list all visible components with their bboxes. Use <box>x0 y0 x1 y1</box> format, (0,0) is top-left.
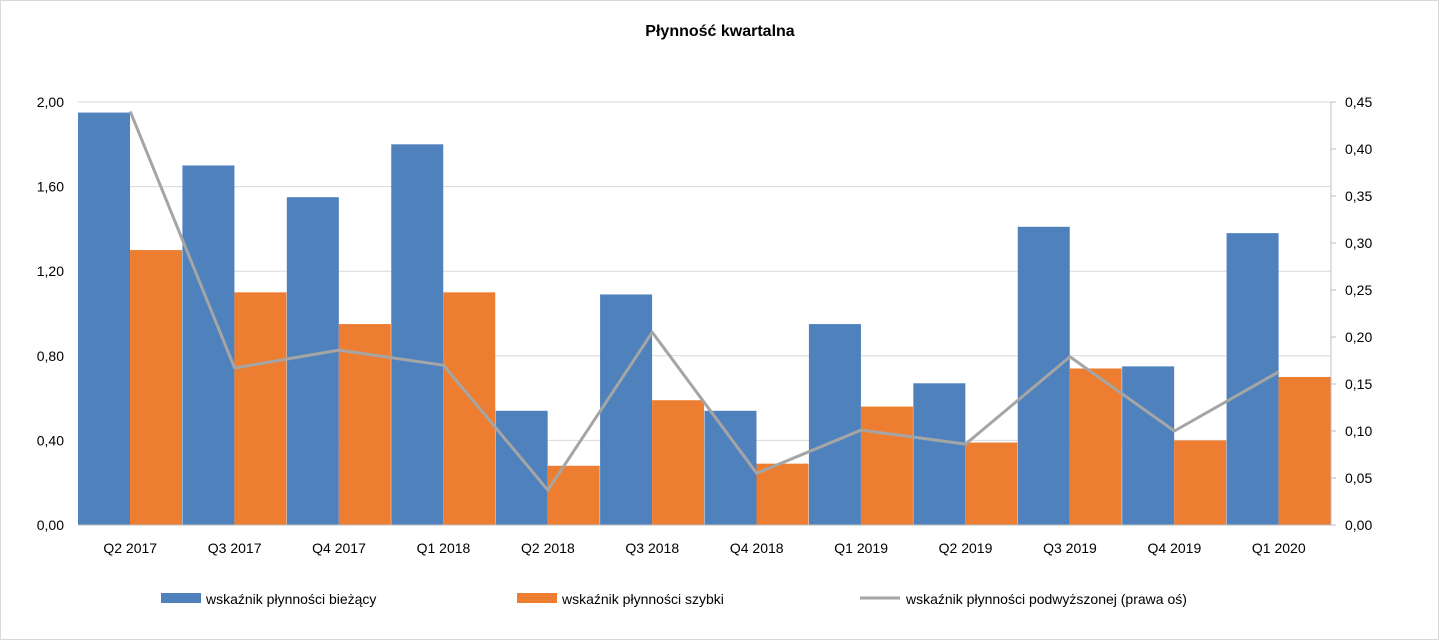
bar-current <box>286 197 339 525</box>
x-tick-label: Q2 2019 <box>939 540 993 556</box>
bar-quick <box>1069 368 1122 525</box>
y-right-tick-label: 0,35 <box>1345 188 1372 204</box>
x-tick-label: Q1 2020 <box>1252 540 1306 556</box>
axes: 0,00 0,40 0,80 1,20 1,60 2,00 0,00 0,05 0,10 0,15… <box>37 94 1373 556</box>
bar-current <box>1122 366 1175 526</box>
y-right-tick-label: 0,20 <box>1345 329 1372 345</box>
bar-current <box>808 324 861 525</box>
bar-current <box>391 144 444 526</box>
legend-label-current: wskaźnik płynności bieżący <box>205 591 376 607</box>
line-series <box>128 110 1280 492</box>
bar-quick <box>965 442 1018 525</box>
y-left-tick-label: 2,00 <box>37 94 64 110</box>
bar-quick <box>1278 376 1331 525</box>
bar-current <box>913 383 966 525</box>
y-right-tick-label: 0,15 <box>1345 376 1372 392</box>
y-left-tick-label: 1,20 <box>37 263 64 279</box>
x-tick-label: Q3 2018 <box>625 540 679 556</box>
x-tick-label: Q3 2019 <box>1043 540 1097 556</box>
y-right-tick-label: 0,40 <box>1345 141 1372 157</box>
x-tick-label: Q4 2017 <box>312 540 366 556</box>
bar-quick <box>443 292 496 525</box>
legend-label-cash: wskaźnik płynności podwyższonej (prawa o… <box>905 591 1187 607</box>
bar-current <box>1017 226 1070 526</box>
y-left-tick-label: 0,00 <box>37 517 64 533</box>
bar-current <box>495 410 548 525</box>
y-left-tick-label: 0,80 <box>37 348 64 364</box>
bars <box>78 112 1331 526</box>
x-tick-label: Q1 2018 <box>417 540 471 556</box>
bar-quick <box>756 463 809 525</box>
bar-quick <box>1174 440 1227 525</box>
y-right-tick-label: 0,00 <box>1345 517 1372 533</box>
x-tick-label: Q3 2017 <box>208 540 262 556</box>
y-left-tick-label: 1,60 <box>37 179 64 195</box>
bar-quick <box>860 406 913 525</box>
y-right-tick-label: 0,25 <box>1345 282 1372 298</box>
x-tick-label: Q4 2018 <box>730 540 784 556</box>
legend-swatch-quick <box>517 593 557 603</box>
bar-quick <box>652 400 705 525</box>
bar-quick <box>547 465 600 525</box>
y-right-tick-label: 0,05 <box>1345 470 1372 486</box>
bar-quick <box>234 292 287 525</box>
y-right-tick-label: 0,30 <box>1345 235 1372 251</box>
legend-swatch-current <box>161 593 201 603</box>
bar-current <box>600 294 653 525</box>
x-tick-label: Q2 2018 <box>521 540 575 556</box>
bar-quick <box>130 250 182 526</box>
y-right-tick-label: 0,10 <box>1345 423 1372 439</box>
x-tick-label: Q4 2019 <box>1148 540 1202 556</box>
y-left-tick-label: 0,40 <box>37 432 64 448</box>
bar-current <box>1226 233 1279 525</box>
legend-label-quick: wskaźnik płynności szybki <box>561 591 724 607</box>
x-tick-label: Q2 2017 <box>103 540 157 556</box>
y-right-tick-label: 0,45 <box>1345 94 1372 110</box>
x-tick-label: Q1 2019 <box>834 540 888 556</box>
bar-current <box>78 112 130 525</box>
bar-current <box>704 410 757 525</box>
legend: wskaźnik płynności bieżący wskaźnik płyn… <box>161 591 1187 607</box>
chart-title: Płynność kwartalna <box>645 23 794 40</box>
line-cash <box>128 110 1280 492</box>
